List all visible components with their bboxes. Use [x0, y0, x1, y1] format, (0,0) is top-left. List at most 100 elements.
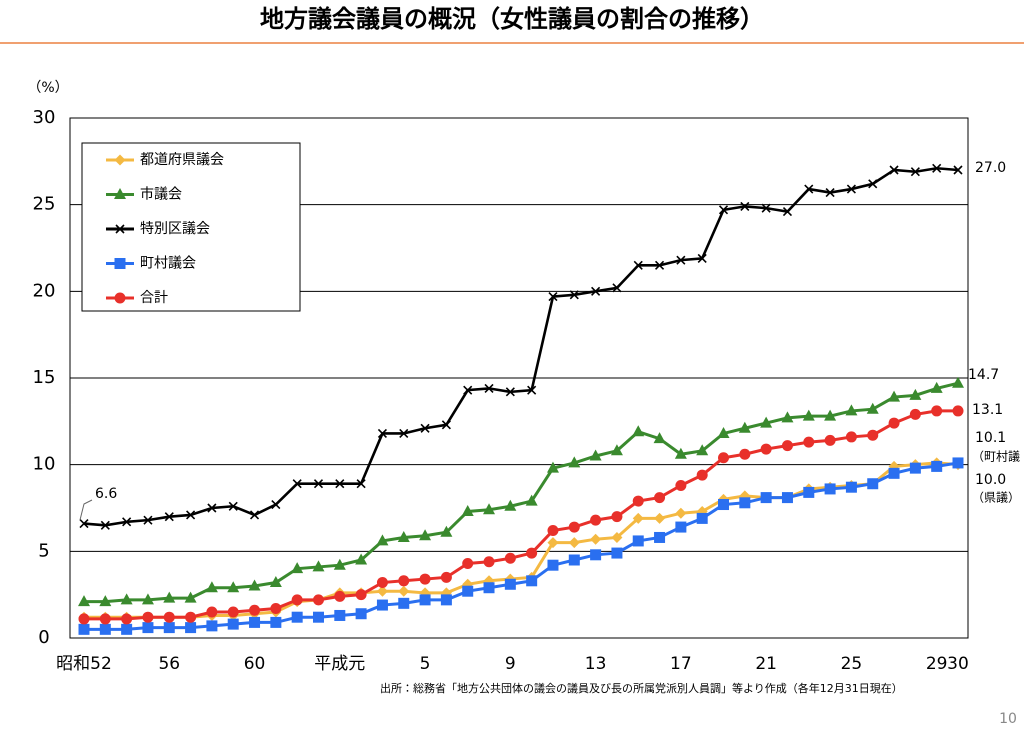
point-marker [121, 613, 133, 625]
series [78, 457, 964, 635]
point-marker [569, 290, 579, 300]
point-marker [952, 457, 964, 469]
point-marker [761, 203, 771, 213]
point-marker [504, 499, 517, 511]
point-marker [334, 590, 346, 602]
point-marker [185, 622, 197, 634]
point-marker [419, 529, 432, 541]
point-marker [312, 560, 325, 572]
point-marker [590, 514, 602, 526]
point-marker [99, 613, 111, 625]
point-marker [78, 613, 90, 625]
point-marker [802, 409, 815, 421]
point-marker [632, 425, 645, 437]
point-marker [377, 428, 388, 439]
series [78, 457, 964, 623]
series [78, 376, 964, 607]
point-marker [185, 611, 197, 623]
point-marker [249, 616, 261, 628]
x-tick-label: 56 [158, 654, 180, 674]
point-marker [590, 549, 602, 561]
point-marker [824, 434, 836, 446]
point-marker [227, 606, 239, 618]
point-marker [612, 283, 622, 293]
point-marker [163, 591, 176, 603]
point-marker [114, 258, 126, 269]
point-marker [419, 573, 431, 585]
point-marker [867, 478, 879, 490]
y-tick-label: 25 [33, 194, 56, 215]
point-marker [78, 595, 90, 607]
point-marker [79, 519, 89, 529]
point-marker [547, 525, 559, 537]
point-marker [355, 553, 368, 565]
point-marker [888, 390, 901, 402]
point-marker [399, 428, 409, 439]
point-marker [527, 385, 537, 395]
point-marker [271, 499, 281, 510]
x-tick-label: 29 [926, 654, 948, 674]
point-marker [291, 611, 303, 623]
source-note: 出所：総務省「地方公共団体の議会の議員及び長の所属党派別人員調」等より作成（各年… [380, 681, 903, 695]
point-marker [398, 597, 410, 609]
point-marker [291, 594, 303, 606]
point-marker [568, 554, 580, 566]
point-marker [845, 481, 857, 493]
point-marker [483, 582, 495, 594]
point-marker [292, 479, 302, 489]
point-marker [696, 444, 709, 456]
point-marker [376, 599, 388, 611]
y-tick-label: 30 [33, 107, 56, 128]
x-tick-label: 平成元 [314, 654, 365, 674]
legend-label: 町村議会 [140, 255, 196, 272]
point-marker [312, 594, 324, 606]
point-marker [335, 479, 345, 489]
x-tick-label: 25 [841, 654, 863, 674]
point-marker [953, 165, 963, 175]
legend-label: 特別区議会 [140, 220, 210, 237]
series-line [84, 381, 959, 604]
point-marker [781, 492, 793, 504]
point-marker [184, 591, 197, 603]
legend-label: 都道府県議会 [140, 151, 224, 168]
point-marker [718, 205, 729, 215]
point-marker [270, 603, 282, 615]
point-marker [868, 179, 878, 189]
x-tick-label: 30 [947, 654, 969, 674]
point-marker [142, 622, 154, 634]
point-marker [227, 581, 240, 593]
point-marker [143, 515, 153, 525]
point-marker [674, 447, 687, 459]
point-marker [440, 594, 452, 606]
point-marker [504, 578, 516, 590]
point-marker [590, 533, 602, 545]
legend-label: 市議会 [140, 186, 182, 203]
annotation: （町村議 [972, 450, 1020, 464]
point-marker [397, 530, 410, 542]
point-marker [99, 623, 111, 635]
point-marker [206, 620, 218, 632]
point-marker [206, 606, 218, 618]
point-marker [697, 253, 707, 263]
point-marker [249, 510, 260, 520]
point-marker [484, 383, 494, 393]
y-tick-label: 0 [38, 627, 49, 648]
series [78, 405, 964, 625]
point-marker [205, 581, 218, 593]
point-marker [228, 501, 238, 511]
point-marker [249, 604, 261, 616]
plot-frame [69, 117, 969, 639]
y-tick-label: 10 [33, 454, 56, 475]
point-marker [121, 623, 133, 635]
point-marker [114, 188, 126, 199]
point-marker [376, 585, 388, 597]
point-marker [461, 504, 474, 516]
point-marker [441, 420, 451, 430]
y-tick-label: 15 [33, 367, 56, 388]
x-tick-label: 13 [585, 654, 607, 674]
point-marker [867, 429, 879, 441]
point-marker [846, 184, 856, 194]
point-marker [462, 585, 474, 597]
point-marker [717, 426, 730, 438]
